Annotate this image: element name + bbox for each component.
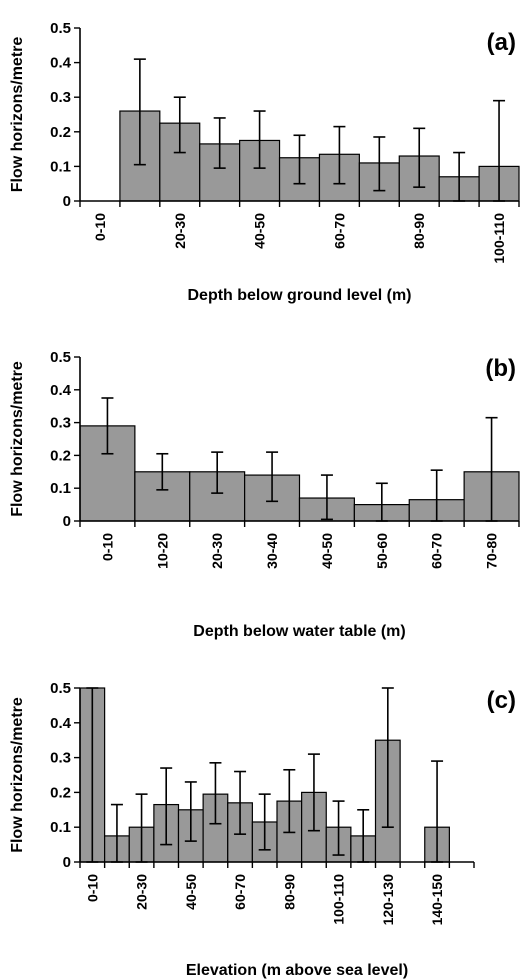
x-tick-label: 50-60 [374,533,390,569]
y-tick-label: 0.3 [50,415,71,432]
x-tick-label: 40-50 [252,213,268,249]
y-tick-label: 0.3 [50,89,71,106]
x-tick-label: 40-50 [183,874,199,910]
y-tick-label: 0.5 [50,680,71,697]
y-axis-title: Flow horizons/metre [9,361,26,517]
y-tick-label: 0 [63,193,71,210]
y-tick-label: 0 [63,854,71,871]
x-tick-label: 70-80 [484,533,500,569]
x-tick-label: 80-90 [281,874,297,910]
y-tick-label: 0.3 [50,750,71,767]
panel-label: (b) [485,355,516,382]
y-tick-label: 0.1 [50,158,71,175]
y-tick-label: 0.5 [50,20,71,37]
y-tick-label: 0.2 [50,784,71,801]
x-tick-label: 120-130 [380,874,396,926]
y-tick-label: 0.4 [50,382,72,399]
x-tick-label: 60-70 [232,874,248,910]
x-tick-label: 140-150 [429,874,445,926]
x-tick-label: 10-20 [154,533,170,569]
x-tick-label: 100-110 [491,213,507,264]
y-tick-label: 0.4 [50,55,72,72]
x-axis-title: Depth below ground level (m) [187,287,411,304]
x-tick-label: 20-30 [172,213,188,249]
x-axis-title: Elevation (m above sea level) [186,962,408,979]
x-tick-label: 60-70 [429,533,445,569]
x-tick-label: 0-10 [84,874,100,902]
y-axis-title: Flow horizons/metre [9,697,26,853]
panel-label: (c) [487,687,516,714]
y-tick-label: 0.2 [50,124,71,141]
x-tick-label: 30-40 [264,533,280,569]
y-tick-label: 0.1 [50,480,71,497]
y-tick-label: 0.2 [50,447,71,464]
y-tick-label: 0.5 [50,349,71,366]
x-axis-title: Depth below water table (m) [193,623,405,640]
y-tick-label: 0.4 [50,715,72,732]
x-tick-label: 20-30 [209,533,225,569]
x-tick-label: 0-10 [92,213,108,241]
panel-label: (a) [487,29,516,56]
y-tick-label: 0 [63,513,71,530]
x-tick-label: 0-10 [99,533,115,561]
x-tick-label: 60-70 [331,213,347,249]
y-tick-label: 0.1 [50,819,71,836]
x-tick-label: 40-50 [319,533,335,569]
x-tick-label: 100-110 [331,874,347,925]
x-tick-label: 80-90 [411,213,427,249]
y-axis-title: Flow horizons/metre [9,37,26,193]
x-tick-label: 20-30 [134,874,150,910]
